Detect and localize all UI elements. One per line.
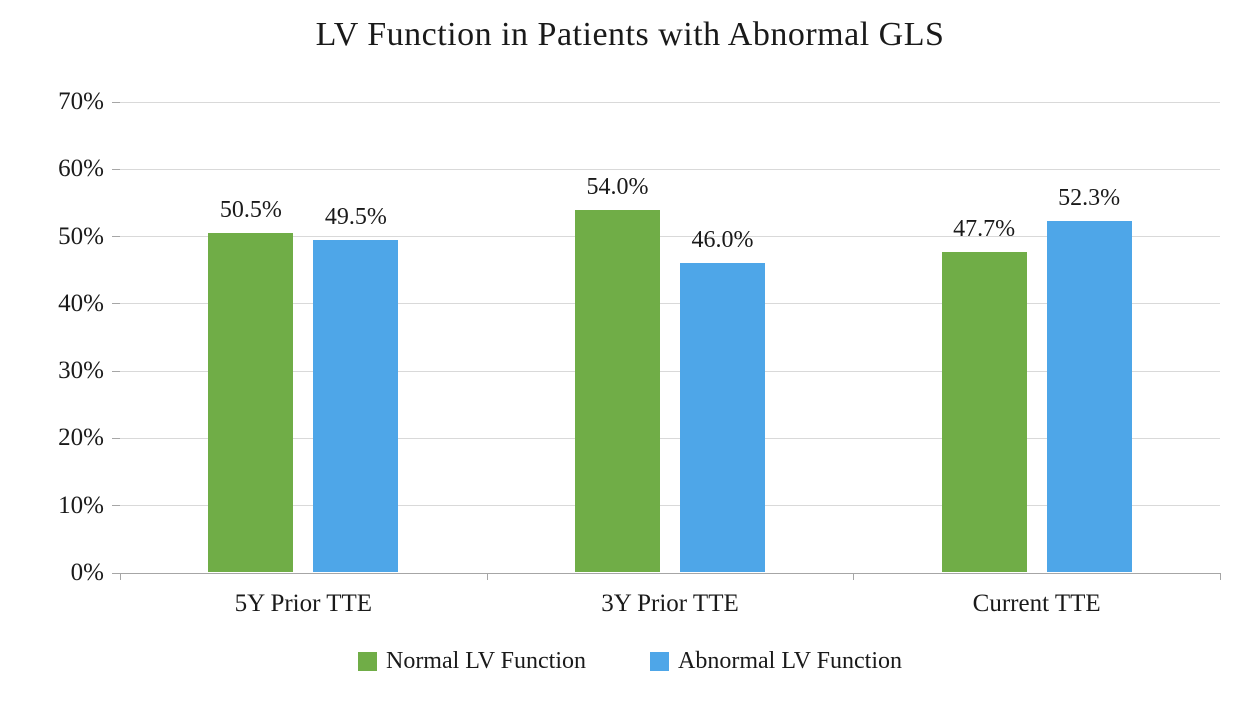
x-axis-tick <box>120 573 121 580</box>
x-axis-tick <box>853 573 855 580</box>
y-axis-tick <box>112 505 120 507</box>
legend-label: Abnormal LV Function <box>678 648 903 674</box>
bar-value-label: 52.3% <box>1058 185 1121 212</box>
y-axis-label: 70% <box>58 88 104 115</box>
y-axis-label: 30% <box>58 357 104 385</box>
bar-value-label: 50.5% <box>219 197 282 224</box>
gridline <box>120 370 1220 372</box>
bar-value-label: 46.0% <box>691 227 754 254</box>
y-axis-label: 0% <box>70 559 104 586</box>
category-label: 5Y Prior TTE <box>234 590 373 617</box>
y-axis-tick <box>112 101 120 103</box>
y-axis-tick <box>112 370 120 372</box>
bar-abnormal-lv-function <box>1046 221 1132 572</box>
y-axis-label: 60% <box>58 155 104 183</box>
legend-item: Abnormal LV Function <box>650 648 902 675</box>
y-axis-tick <box>112 303 120 305</box>
y-axis-tick <box>112 168 120 170</box>
y-axis-tick <box>112 572 120 574</box>
legend-label: Normal LV Function <box>385 648 586 674</box>
x-axis-tick <box>486 573 488 580</box>
gridline <box>120 505 1220 507</box>
category-label: 3Y Prior TTE <box>601 590 739 617</box>
gridline <box>120 437 1220 439</box>
bar-abnormal-lv-function <box>680 263 765 572</box>
x-axis-line <box>120 572 1220 574</box>
y-axis-label: 40% <box>58 289 104 317</box>
bar-normal-lv-function <box>575 209 660 572</box>
gridline <box>120 168 1220 170</box>
chart-title: LV Function in Patients with Abnormal GL… <box>315 16 945 53</box>
bar-normal-lv-function <box>941 252 1027 572</box>
bar-value-label: 47.7% <box>953 216 1016 243</box>
legend: Normal LV Function Abnormal LV Function <box>0 648 1260 675</box>
category-label: Current TTE <box>972 590 1101 617</box>
bar-abnormal-lv-function <box>313 239 399 572</box>
bar-value-label: 49.5% <box>324 203 387 230</box>
y-axis-label: 10% <box>58 491 104 519</box>
y-axis-tick <box>112 236 120 238</box>
y-axis-tick <box>112 437 120 439</box>
x-axis-tick <box>1220 573 1221 580</box>
legend-item: Normal LV Function <box>357 648 586 675</box>
y-axis-label: 20% <box>58 424 104 452</box>
gridline <box>120 303 1220 305</box>
legend-swatch <box>650 652 669 671</box>
gridline <box>120 101 1220 103</box>
gridline <box>120 236 1220 238</box>
legend-swatch <box>357 652 377 671</box>
y-axis-label: 50% <box>58 222 104 250</box>
bar-value-label: 54.0% <box>586 173 649 200</box>
bar-normal-lv-function <box>208 233 294 572</box>
